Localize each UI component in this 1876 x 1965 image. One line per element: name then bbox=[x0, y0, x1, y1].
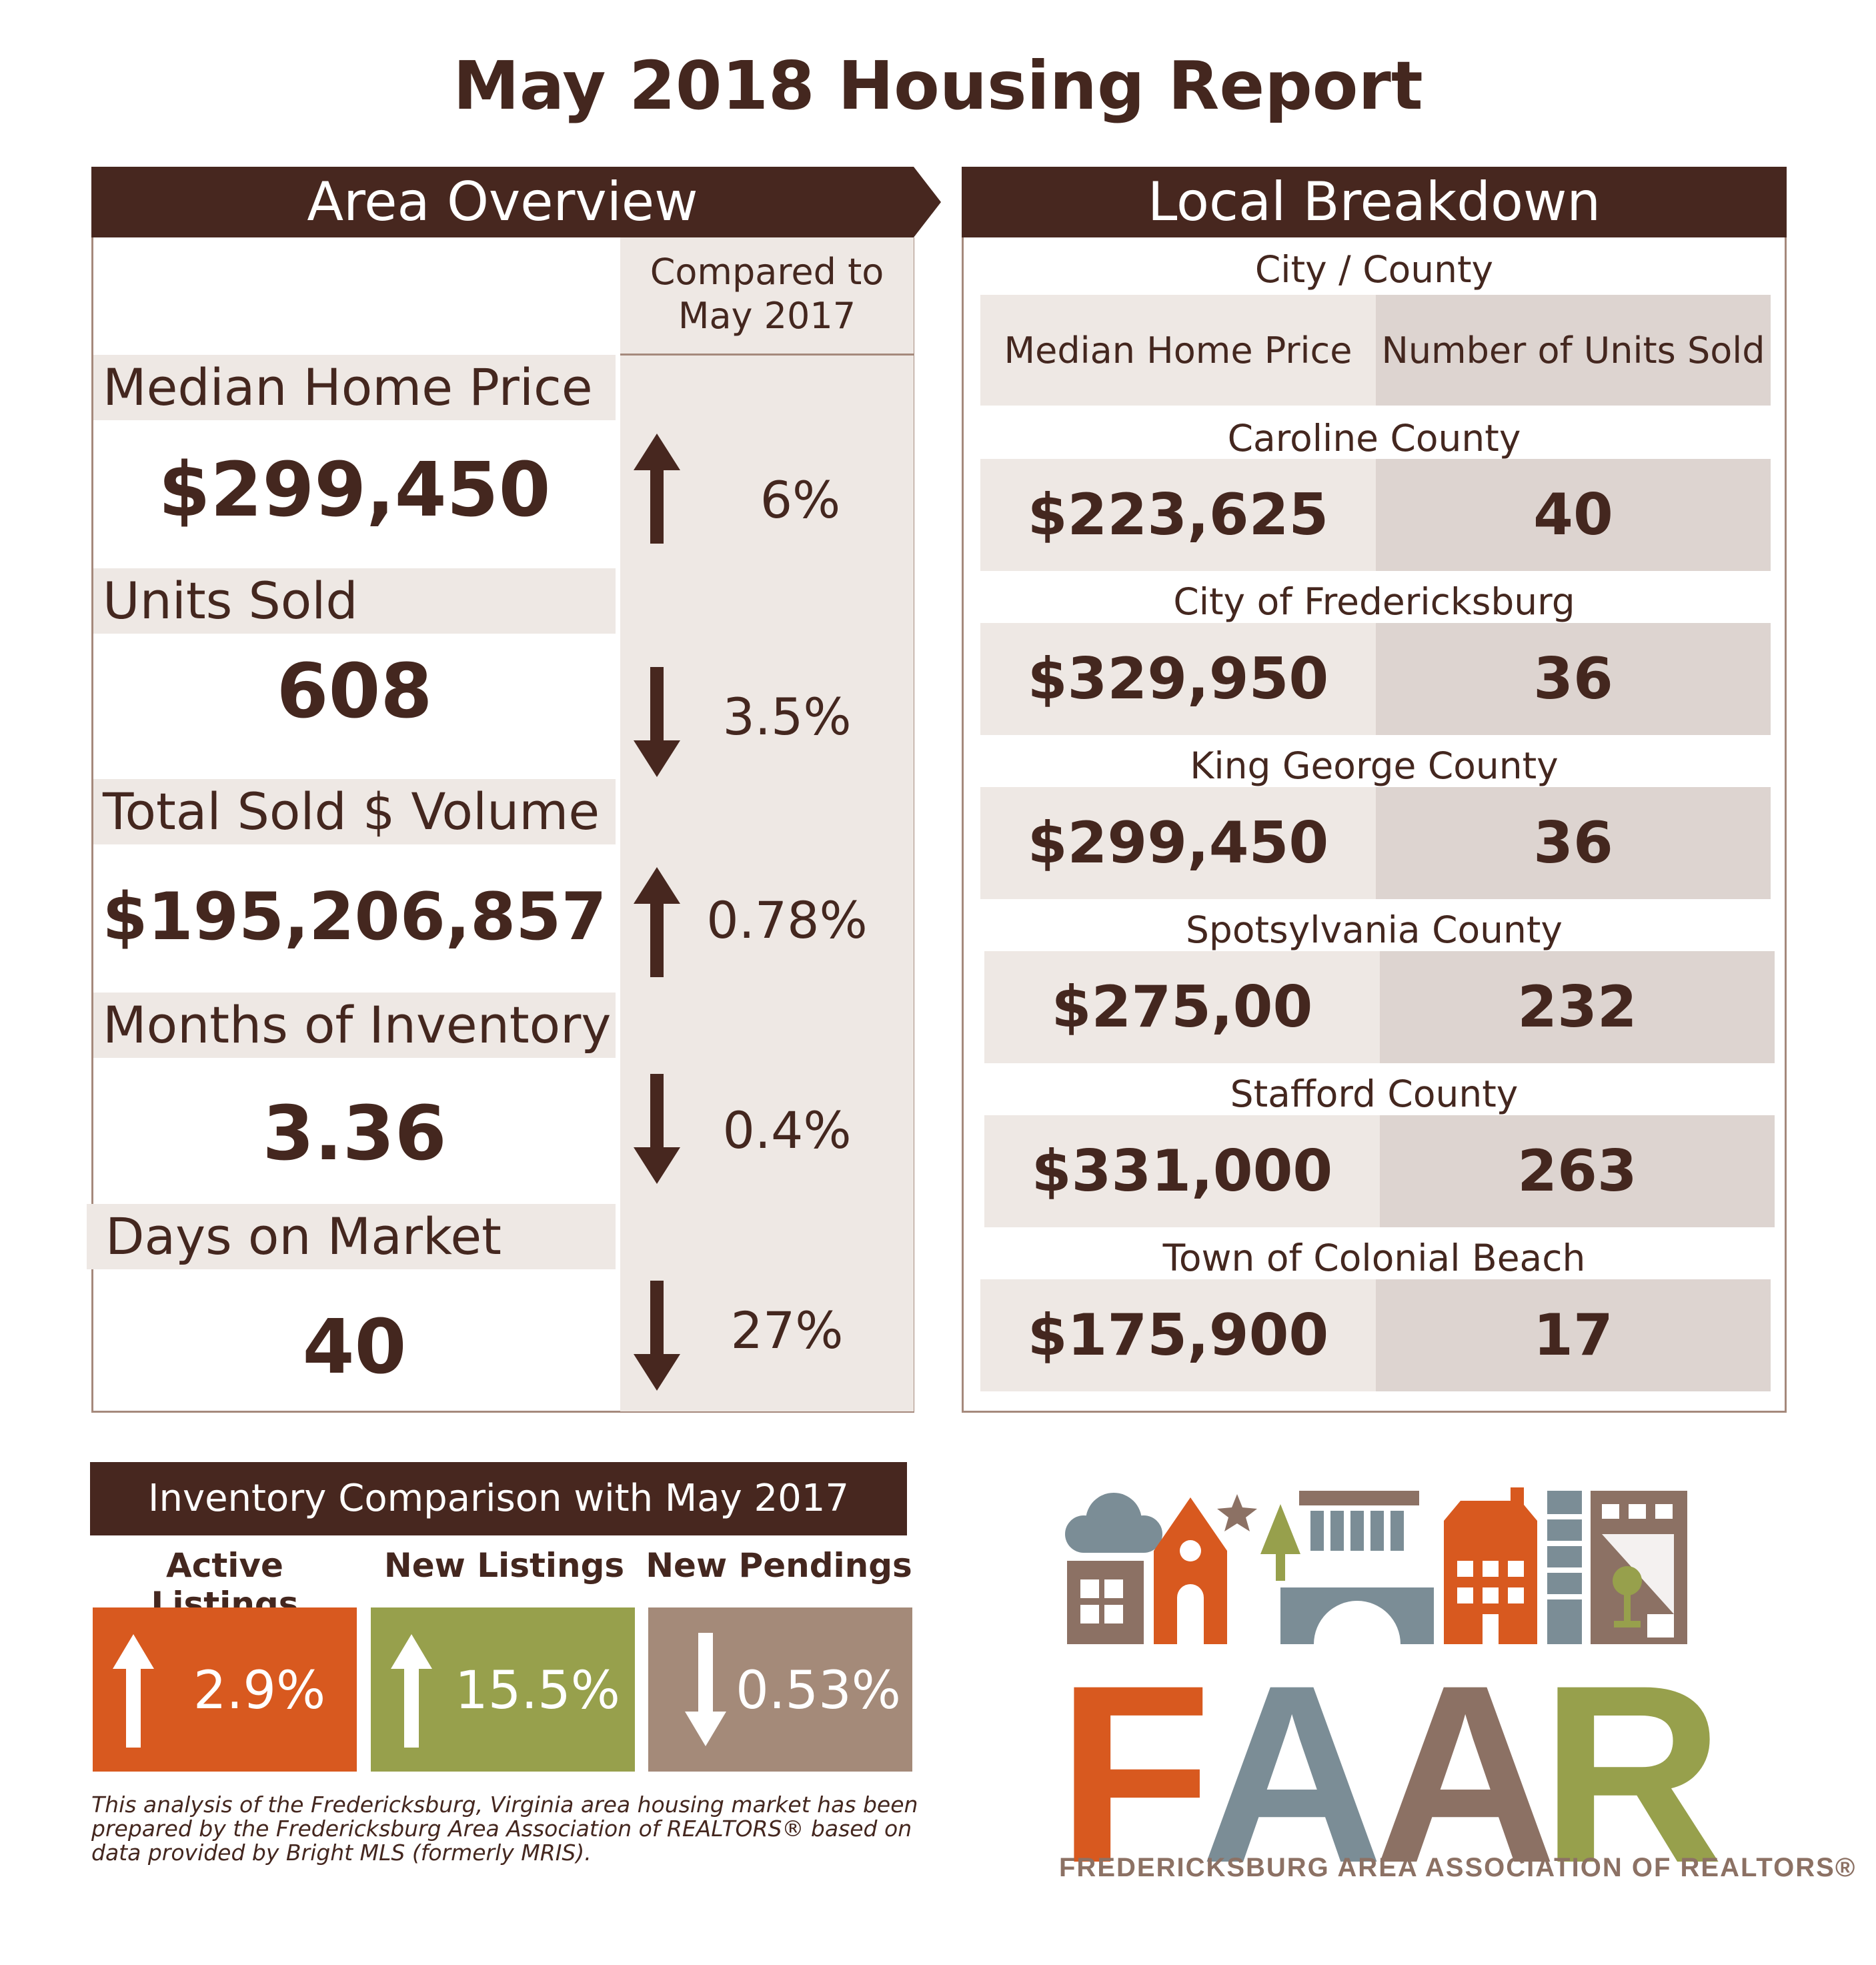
faar-logo-skyline bbox=[1065, 1487, 1687, 1644]
metric-label-months-inventory: Months of Inventory bbox=[93, 993, 616, 1058]
arrow-down-icon bbox=[634, 667, 680, 777]
column-header-units: Number of Units Sold bbox=[1376, 295, 1771, 406]
metric-change-months-inventory: 0.4% bbox=[722, 1101, 852, 1160]
area-units: 36 bbox=[1376, 787, 1771, 899]
area-units: 36 bbox=[1376, 623, 1771, 735]
area-price: $331,000 bbox=[984, 1115, 1380, 1227]
metric-value-median-price: $299,450 bbox=[158, 447, 551, 534]
inventory-change-pendings: 0.53% bbox=[736, 1661, 901, 1721]
inventory-label-new: New Listings bbox=[383, 1546, 625, 1585]
area-name: King George County bbox=[1190, 744, 1559, 787]
area-name: City of Fredericksburg bbox=[1173, 580, 1575, 623]
inventory-box-new: 15.5% bbox=[371, 1607, 635, 1772]
area-price: $175,900 bbox=[980, 1279, 1376, 1391]
area-price: $223,625 bbox=[980, 459, 1376, 571]
area-name: Spotsylvania County bbox=[1186, 908, 1563, 951]
inventory-label-pendings: New Pendings bbox=[646, 1546, 912, 1585]
metric-label-units-sold: Units Sold bbox=[93, 568, 616, 634]
arrow-up-icon bbox=[634, 867, 680, 977]
metric-label-total-volume: Total Sold $ Volume bbox=[93, 779, 616, 844]
inventory-box-pendings: 0.53% bbox=[648, 1607, 912, 1772]
metric-change-days-market: 27% bbox=[730, 1301, 844, 1360]
area-price: $329,950 bbox=[980, 623, 1376, 735]
arrow-down-icon bbox=[685, 1633, 726, 1746]
metric-change-total-volume: 0.78% bbox=[706, 890, 868, 950]
arrow-up-icon bbox=[113, 1634, 154, 1748]
footnote: This analysis of the Fredericksburg, Vir… bbox=[91, 1792, 918, 1866]
area-name: Stafford County bbox=[1230, 1073, 1519, 1115]
logo-tagline: FREDERICKSBURG AREA ASSOCIATION OF REALT… bbox=[1059, 1853, 1857, 1882]
inventory-box-active: 2.9% bbox=[93, 1607, 357, 1772]
inventory-change-new: 15.5% bbox=[455, 1661, 620, 1721]
city-county-label: City / County bbox=[1254, 248, 1494, 291]
metric-value-units-sold: 608 bbox=[276, 648, 433, 735]
metric-change-median-price: 6% bbox=[760, 470, 841, 530]
arrow-up-icon bbox=[391, 1634, 432, 1748]
column-header-price: Median Home Price bbox=[980, 295, 1376, 406]
area-name: Town of Colonial Beach bbox=[1162, 1237, 1586, 1279]
metric-value-days-market: 40 bbox=[302, 1304, 407, 1391]
arrow-down-icon bbox=[634, 1281, 680, 1391]
logo-letter: A bbox=[1374, 1632, 1557, 1916]
arrow-down-icon bbox=[634, 1074, 680, 1184]
area-price: $299,450 bbox=[980, 787, 1376, 899]
area-units: 263 bbox=[1380, 1115, 1775, 1227]
inventory-change-active: 2.9% bbox=[193, 1661, 326, 1721]
metric-label-median-price: Median Home Price bbox=[93, 355, 616, 420]
logo-letter: F bbox=[1057, 1632, 1212, 1916]
area-units: 232 bbox=[1380, 951, 1775, 1063]
area-overview-header-shape bbox=[91, 167, 941, 237]
arrow-up-icon bbox=[634, 434, 680, 544]
logo-letter: A bbox=[1200, 1632, 1384, 1916]
page-title: May 2018 Housing Report bbox=[453, 47, 1423, 125]
metric-change-units-sold: 3.5% bbox=[722, 687, 852, 746]
area-name: Caroline County bbox=[1227, 417, 1521, 460]
metric-value-total-volume: $195,206,857 bbox=[102, 879, 607, 955]
area-units: 17 bbox=[1376, 1279, 1771, 1391]
compared-to-label: Compared to May 2017 bbox=[650, 251, 884, 337]
comparison-column bbox=[620, 237, 914, 1411]
metric-label-days-market: Days on Market bbox=[87, 1204, 616, 1269]
metric-value-months-inventory: 3.36 bbox=[262, 1091, 447, 1177]
local-breakdown-header: Local Breakdown bbox=[962, 167, 1787, 237]
area-units: 40 bbox=[1376, 459, 1771, 571]
logo-letter: R bbox=[1541, 1632, 1724, 1916]
area-overview-header: Area Overview bbox=[307, 171, 698, 233]
inventory-header: Inventory Comparison with May 2017 bbox=[90, 1462, 907, 1535]
divider bbox=[620, 354, 914, 356]
area-price: $275,00 bbox=[984, 951, 1380, 1063]
